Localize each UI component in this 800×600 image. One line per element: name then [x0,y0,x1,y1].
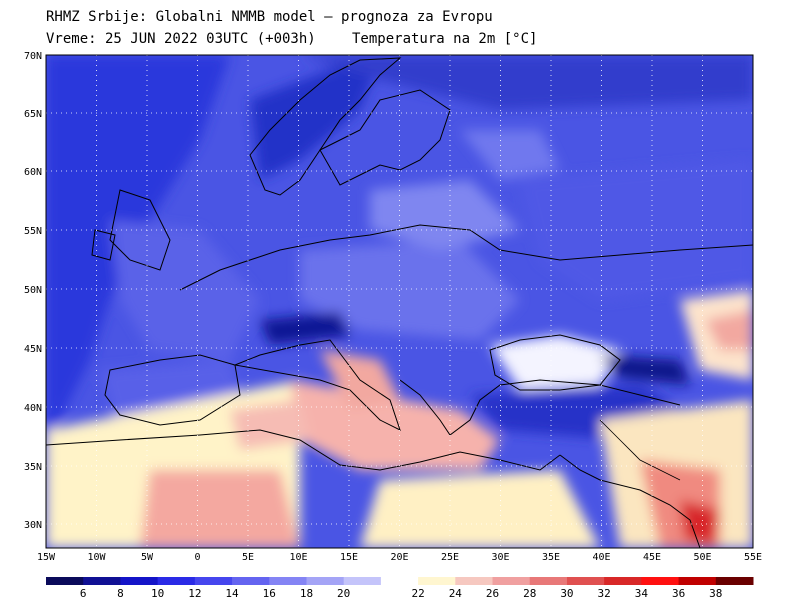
latitude-labels: 70N 65N 60N 55N 50N 45N 40N 35N 30N [24,51,42,531]
lat-label: 60N [24,167,42,178]
lon-label: 35E [542,552,560,563]
lon-label: 5W [141,552,154,563]
valid-time: Vreme: 25 JUN 2022 03UTC (+003h) [46,31,316,47]
lon-label: 5E [242,552,254,563]
map-frame [45,54,754,549]
lon-label: 15E [340,552,358,563]
lon-label: 50E [693,552,711,563]
colorbar-swatch [232,577,270,585]
graticule [46,55,753,548]
colorbar-label: 6 [80,587,87,600]
colorbar-label: 22 [411,587,424,600]
colorbar-swatch [492,577,531,585]
coastlines [46,57,753,548]
colorbar-label: 30 [560,587,573,600]
colorbar-label: 28 [523,587,536,600]
colorbar-label: 36 [672,587,685,600]
lat-label: 30N [24,520,42,531]
colorbar-swatch [529,577,568,585]
lon-label: 20E [390,552,408,563]
colorbar-label: 24 [449,587,463,600]
colorbar-swatch [83,577,121,585]
colorbar-swatch [306,577,345,585]
colorbar-swatch [380,577,419,585]
colorbar-swatch [46,577,84,585]
colorbar-swatch [455,577,494,585]
lon-label: 55E [744,552,762,563]
colorbar-label: 26 [486,587,499,600]
colorbar-label: 8 [117,587,124,600]
colorbar-swatch [269,577,307,585]
colorbar-swatch [566,577,605,585]
colorbar-label: 32 [598,587,611,600]
lon-label: 40E [592,552,610,563]
lon-label: 10E [289,552,307,563]
colorbar-label: 20 [337,587,350,600]
lon-label: 45E [643,552,661,563]
colorbar-label: 10 [151,587,164,600]
lat-label: 45N [24,344,42,355]
colorbar-labels: 6 8 10 12 14 16 18 20 22 24 26 28 30 32 34 36 38 [80,587,723,600]
lat-label: 35N [24,462,42,473]
colorbar-swatch [157,577,196,585]
colorbar-label: 18 [300,587,313,600]
longitude-labels: 15W 10W 5W 0 5E 10E 15E 20E 25E 30E 35E 40E 45E 50E 55… [37,552,762,563]
colorbar-swatch [343,577,382,585]
colorbar-label: 16 [263,587,276,600]
colorbar-swatch [715,577,754,585]
lat-label: 70N [24,51,42,62]
lat-label: 40N [24,403,42,414]
colorbar-label: 38 [709,587,722,600]
colorbar-swatch [604,577,642,585]
map-title: RHMZ Srbije: Globalni NMMB model — progn… [46,9,493,25]
colorbar-swatch [120,577,159,585]
lat-label: 50N [24,285,42,296]
colorbar-label: 34 [635,587,649,600]
lon-label: 25E [441,552,459,563]
lon-label: 30E [491,552,509,563]
colorbar-swatch [194,577,233,585]
lat-label: 55N [24,226,42,237]
colorbar-swatch [678,577,717,585]
lon-label: 15W [37,552,56,563]
temperature-shading [46,55,753,548]
colorbar-swatch [418,577,456,585]
lon-label: 10W [87,552,106,563]
lon-label: 0 [194,552,200,563]
colorbar-label: 14 [225,587,239,600]
colorbar-label: 12 [188,587,201,600]
colorbar [46,577,754,585]
variable-label: Temperatura na 2m [°C] [352,31,538,47]
colorbar-swatch [641,577,680,585]
temperature-field [46,55,753,548]
lat-label: 65N [24,109,42,120]
